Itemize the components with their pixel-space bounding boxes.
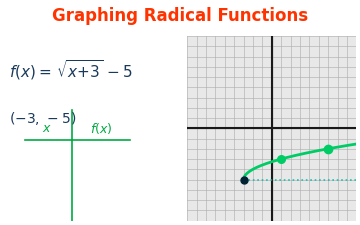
Text: $x$: $x$ [42, 122, 52, 135]
Text: $f(x)$: $f(x)$ [90, 121, 112, 136]
Text: $(-3,\,-5)$: $(-3,\,-5)$ [9, 110, 76, 127]
Text: Graphing Radical Functions: Graphing Radical Functions [52, 7, 308, 25]
Text: $f(x){=}\,\sqrt{x{+}3}\,-5$: $f(x){=}\,\sqrt{x{+}3}\,-5$ [9, 58, 133, 82]
